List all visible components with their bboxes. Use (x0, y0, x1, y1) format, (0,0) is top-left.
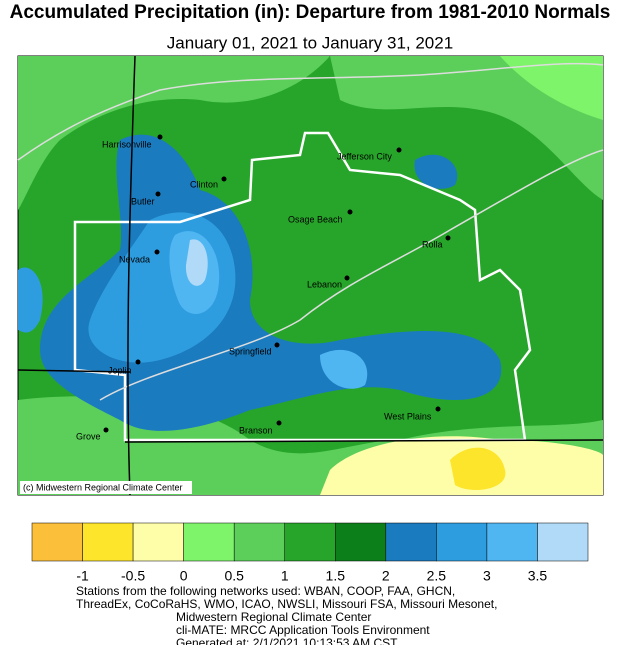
city-label: Osage Beach (288, 214, 343, 224)
legend-tick-label: -1 (76, 568, 89, 584)
legend-tick-label: 0 (180, 568, 188, 584)
city-label: Clinton (190, 179, 218, 189)
footer-line: cli-MATE: MRCC Application Tools Environ… (176, 623, 430, 637)
zone (500, 56, 603, 120)
legend-swatch (537, 522, 589, 562)
credit-box (20, 481, 192, 494)
city-dot (221, 176, 227, 182)
legend: -1 -0.5 0 0.5 1 1.5 2 2.5 3 3.5 (31, 522, 589, 584)
legend-swatch (183, 522, 235, 562)
city-dot (157, 134, 163, 140)
city-dot (276, 420, 282, 426)
city-dot (135, 359, 141, 365)
zone (18, 267, 43, 333)
city-label: Butler (131, 196, 155, 206)
legend-tick-label: 2 (382, 568, 390, 584)
footer-line: Stations from the following networks use… (76, 584, 455, 598)
city-label: Rolla (422, 239, 443, 249)
city-label: Lebanon (307, 279, 342, 289)
legend-swatch (82, 522, 134, 562)
city-dot (155, 191, 161, 197)
city-dot (445, 235, 451, 241)
zone (185, 239, 208, 286)
legend-swatch (335, 522, 387, 562)
legend-swatch (486, 522, 538, 562)
legend-swatch (132, 522, 184, 562)
legend-swatch (284, 522, 336, 562)
legend-tick-label: 3 (483, 568, 491, 584)
city-dot (396, 147, 402, 153)
city-label: Branson (239, 425, 273, 435)
city-label: Harrisonville (102, 139, 152, 149)
map: Harrisonville Clinton Butler Osage Beach Jef… (17, 55, 604, 496)
legend-swatch (233, 522, 285, 562)
city-dot (274, 342, 280, 348)
highway (99, 149, 604, 401)
city-label: Springfield (229, 346, 272, 356)
legend-swatch (385, 522, 437, 562)
legend-tick-label: 1 (281, 568, 289, 584)
region-outline (73, 131, 532, 442)
state-line (127, 55, 136, 496)
footer-line: ThreadEx, CoCoRaHS, WMO, ICAO, NWSLI, Mi… (76, 597, 497, 611)
city-dot (435, 406, 441, 412)
footer: Stations from the following networks use… (76, 584, 497, 645)
city-dot (347, 209, 353, 215)
legend-swatch (436, 522, 488, 562)
zone (450, 447, 506, 490)
footer-line: Midwestern Regional Climate Center (176, 610, 371, 624)
credit: (c) Midwestern Regional Climate Center (23, 482, 183, 492)
state-line (17, 369, 604, 443)
city-label: Nevada (119, 254, 150, 264)
zone (330, 56, 603, 200)
subtitle: January 01, 2021 to January 31, 2021 (167, 33, 453, 52)
title: Accumulated Precipitation (in): Departur… (10, 2, 611, 23)
zone (18, 56, 330, 210)
legend-tick-label: 0.5 (224, 568, 244, 584)
legend-tick-label: 1.5 (326, 568, 346, 584)
city-dot (154, 249, 160, 255)
city-label: West Plains (384, 411, 432, 421)
city-label: Grove (76, 431, 101, 441)
city-dot (344, 275, 350, 281)
highway (17, 62, 604, 161)
legend-tick-label: 3.5 (528, 568, 548, 584)
legend-tick-label: -0.5 (121, 568, 145, 584)
city-label: Jefferson City (337, 151, 392, 161)
zone (320, 349, 368, 389)
legend-tick-label: 2.5 (427, 568, 447, 584)
city-label: Joplin (108, 365, 132, 375)
cities: Harrisonville Clinton Butler Osage Beach Jef… (76, 134, 451, 441)
legend-swatch (31, 522, 83, 562)
zone (414, 154, 458, 189)
footer-line: Generated at: 2/1/2021 10:13:53 AM CST (176, 636, 398, 645)
city-dot (103, 427, 109, 433)
